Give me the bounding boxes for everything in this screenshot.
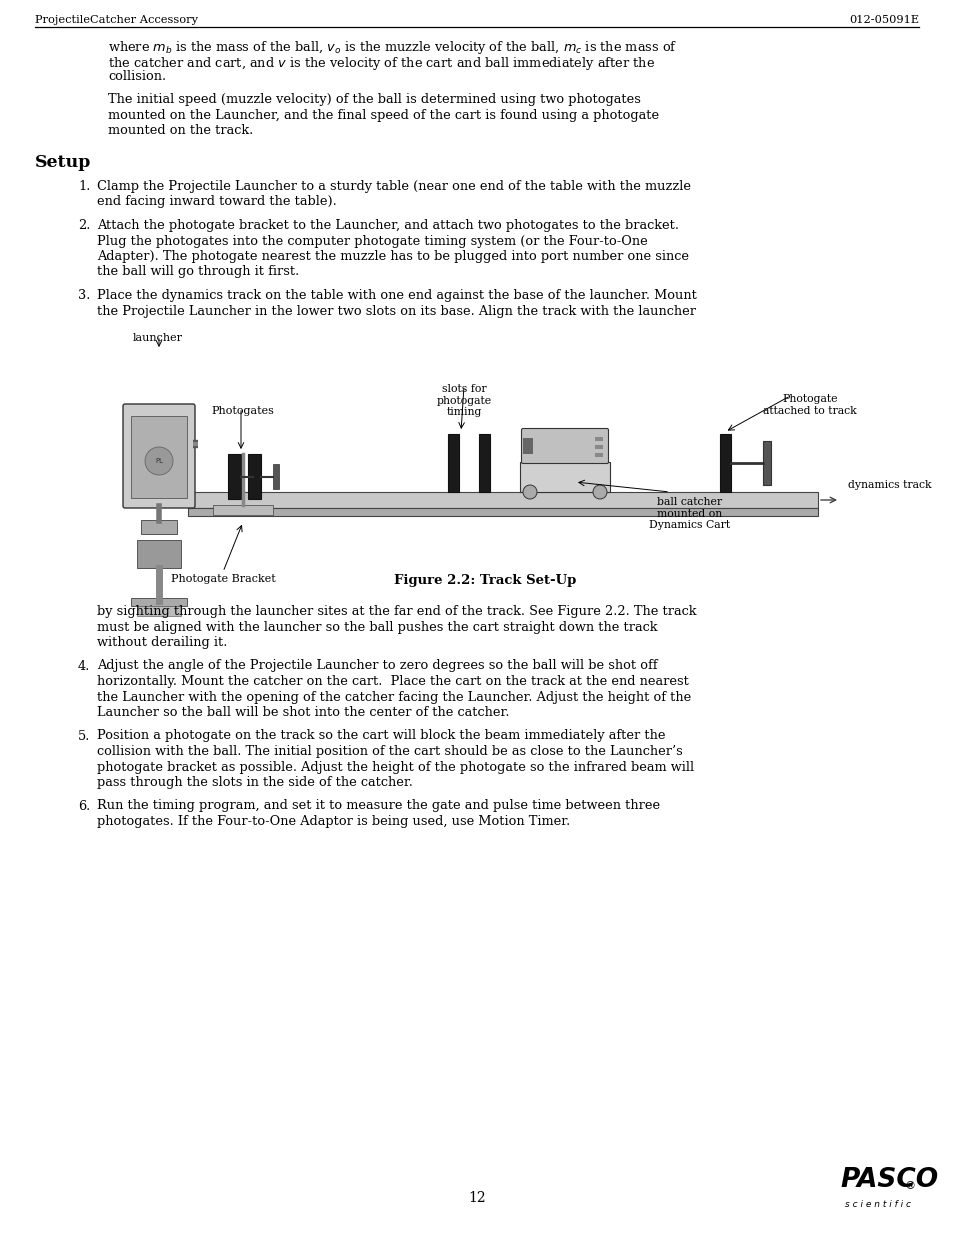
Text: collision.: collision. <box>108 70 166 83</box>
Bar <box>595 445 602 450</box>
Text: where $\mathit{m_b}$ is the mass of the ball, $\mathit{v_o}$ is the muzzle veloc: where $\mathit{m_b}$ is the mass of the … <box>108 40 677 56</box>
Text: photogates. If the Four-to-One Adaptor is being used, use Motion Timer.: photogates. If the Four-to-One Adaptor i… <box>97 815 570 827</box>
Text: ProjectileCatcher Accessory: ProjectileCatcher Accessory <box>35 15 198 25</box>
Circle shape <box>145 447 172 475</box>
Text: Setup: Setup <box>35 154 91 170</box>
Text: ball catcher
mounted on
Dynamics Cart: ball catcher mounted on Dynamics Cart <box>649 496 730 530</box>
Text: mounted on the Launcher, and the final speed of the cart is found using a photog: mounted on the Launcher, and the final s… <box>108 109 659 122</box>
Bar <box>141 520 177 534</box>
Circle shape <box>522 485 537 499</box>
Bar <box>762 441 770 485</box>
Text: by sighting through the launcher sites at the far end of the track. See Figure 2: by sighting through the launcher sites a… <box>97 605 696 618</box>
FancyBboxPatch shape <box>521 429 608 463</box>
Text: pass through the slots in the side of the catcher.: pass through the slots in the side of th… <box>97 776 413 789</box>
Text: must be aligned with the launcher so the ball pushes the cart straight down the : must be aligned with the launcher so the… <box>97 620 657 634</box>
Text: ®: ® <box>904 1181 915 1191</box>
Text: the Launcher with the opening of the catcher facing the Launcher. Adjust the hei: the Launcher with the opening of the cat… <box>97 690 691 704</box>
Bar <box>131 598 187 606</box>
Bar <box>228 454 241 499</box>
Text: 1.: 1. <box>78 180 91 193</box>
Bar <box>595 437 602 441</box>
Text: mounted on the track.: mounted on the track. <box>108 125 253 137</box>
Text: horizontally. Mount the catcher on the cart.  Place the cart on the track at the: horizontally. Mount the catcher on the c… <box>97 676 688 688</box>
Text: Photogates: Photogates <box>212 406 274 416</box>
Bar <box>137 540 181 568</box>
Text: 5.: 5. <box>78 730 91 742</box>
Text: Position a photogate on the track so the cart will block the beam immediately af: Position a photogate on the track so the… <box>97 730 665 742</box>
Text: the ball will go through it first.: the ball will go through it first. <box>97 266 299 279</box>
Bar <box>137 606 181 616</box>
Text: s c i e n t i f i c: s c i e n t i f i c <box>844 1200 910 1209</box>
Text: the Projectile Launcher in the lower two slots on its base. Align the track with: the Projectile Launcher in the lower two… <box>97 305 696 317</box>
Text: collision with the ball. The initial position of the cart should be as close to : collision with the ball. The initial pos… <box>97 745 682 758</box>
Text: photogate bracket as possible. Adjust the height of the photogate so the infrare: photogate bracket as possible. Adjust th… <box>97 761 694 773</box>
Text: Place the dynamics track on the table with one end against the base of the launc: Place the dynamics track on the table wi… <box>97 289 696 303</box>
Bar <box>188 508 817 516</box>
Text: Adjust the angle of the Projectile Launcher to zero degrees so the ball will be : Adjust the angle of the Projectile Launc… <box>97 659 657 673</box>
Bar <box>720 433 730 492</box>
Bar <box>522 438 533 454</box>
Bar <box>188 492 817 508</box>
Text: 4.: 4. <box>78 659 91 673</box>
Text: 012-05091E: 012-05091E <box>848 15 918 25</box>
Text: 2.: 2. <box>78 219 91 232</box>
FancyBboxPatch shape <box>123 404 194 508</box>
Text: the catcher and cart, and $\mathit{v}$ is the velocity of the cart and ball imme: the catcher and cart, and $\mathit{v}$ i… <box>108 54 655 72</box>
Text: Plug the photogates into the computer photogate timing system (or the Four-to-On: Plug the photogates into the computer ph… <box>97 235 647 247</box>
Text: PASCO: PASCO <box>840 1167 937 1193</box>
Text: slots for
photogate
timing: slots for photogate timing <box>436 384 491 417</box>
Text: PL: PL <box>154 458 163 464</box>
Text: without derailing it.: without derailing it. <box>97 636 227 650</box>
Text: Adapter). The photogate nearest the muzzle has to be plugged into port number on: Adapter). The photogate nearest the muzz… <box>97 249 688 263</box>
Bar <box>131 416 187 498</box>
Text: The initial speed (muzzle velocity) of the ball is determined using two photogat: The initial speed (muzzle velocity) of t… <box>108 94 640 106</box>
Text: dynamics track: dynamics track <box>847 480 931 490</box>
Text: Clamp the Projectile Launcher to a sturdy table (near one end of the table with : Clamp the Projectile Launcher to a sturd… <box>97 180 690 193</box>
Text: Launcher so the ball will be shot into the center of the catcher.: Launcher so the ball will be shot into t… <box>97 706 509 719</box>
Text: 3.: 3. <box>78 289 91 303</box>
Bar <box>248 454 261 499</box>
Text: Figure 2.2: Track Set-Up: Figure 2.2: Track Set-Up <box>394 574 576 587</box>
Text: 12: 12 <box>468 1191 485 1205</box>
Bar <box>478 433 490 492</box>
Bar <box>448 433 458 492</box>
Text: Photogate
attached to track: Photogate attached to track <box>762 394 856 416</box>
Bar <box>519 462 609 492</box>
Text: end facing inward toward the table).: end facing inward toward the table). <box>97 195 336 209</box>
Text: Run the timing program, and set it to measure the gate and pulse time between th: Run the timing program, and set it to me… <box>97 799 659 813</box>
Bar <box>273 464 278 489</box>
Text: launcher: launcher <box>132 333 183 343</box>
Text: 6.: 6. <box>78 799 91 813</box>
Circle shape <box>593 485 606 499</box>
Bar <box>213 505 273 515</box>
Bar <box>253 464 258 489</box>
Bar <box>595 453 602 457</box>
Text: Attach the photogate bracket to the Launcher, and attach two photogates to the b: Attach the photogate bracket to the Laun… <box>97 219 679 232</box>
Text: Photogate Bracket: Photogate Bracket <box>171 574 275 584</box>
